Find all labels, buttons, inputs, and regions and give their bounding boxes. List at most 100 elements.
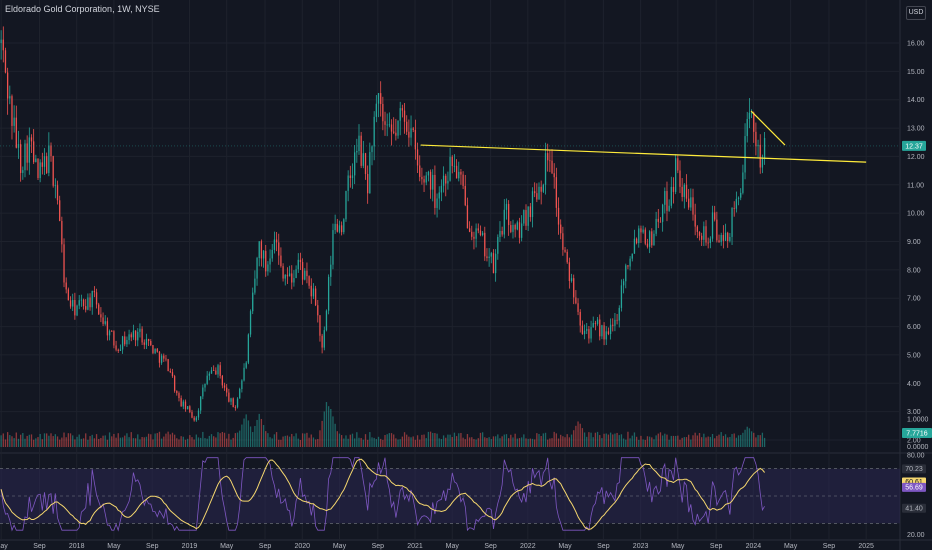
volume-bar xyxy=(466,434,469,447)
volume-bar xyxy=(575,425,577,447)
rsi-top-badge xyxy=(902,464,926,474)
candle-body xyxy=(505,203,508,210)
candle-body xyxy=(69,300,72,307)
x-tick-label: Sep xyxy=(597,543,610,550)
candle-body xyxy=(564,249,566,252)
volume-bar xyxy=(63,432,65,447)
volume-bar xyxy=(249,426,252,447)
rsi-low-label: 41.40 xyxy=(905,505,923,512)
volume-bar xyxy=(661,435,664,447)
x-tick-label: 2018 xyxy=(69,543,85,550)
candle-body xyxy=(158,351,161,363)
rsi-pane[interactable] xyxy=(0,457,900,532)
x-tick-label: May xyxy=(446,543,460,550)
volume-bar xyxy=(308,437,310,447)
volume-bar xyxy=(260,418,263,447)
volume-bar xyxy=(384,435,386,447)
candle-body xyxy=(254,278,256,293)
volume-bar xyxy=(169,434,171,447)
candle-body xyxy=(321,335,323,348)
volume-bar xyxy=(605,433,607,447)
volume-bar xyxy=(640,435,642,447)
candle-body xyxy=(744,136,746,173)
volume-bar xyxy=(104,435,106,447)
volume-bar xyxy=(566,434,568,447)
volume-bar xyxy=(473,439,475,447)
candle-body xyxy=(35,158,37,163)
volume-bar xyxy=(26,435,28,447)
volume-bar xyxy=(325,402,328,447)
candle-body xyxy=(43,156,46,167)
volume-bar xyxy=(24,438,26,447)
candle-body xyxy=(516,222,518,230)
volume-bar xyxy=(375,439,377,447)
volume-bar xyxy=(633,432,636,447)
candle-body xyxy=(685,184,688,199)
volume-bar xyxy=(668,439,670,447)
candle-body xyxy=(462,174,464,186)
candle-body xyxy=(39,162,41,179)
volume-bar xyxy=(672,435,675,447)
volume-bar xyxy=(603,433,605,447)
volume-bar xyxy=(421,434,423,447)
candle-body xyxy=(638,228,640,244)
price-pane[interactable] xyxy=(0,26,900,422)
trendlines[interactable] xyxy=(420,110,867,163)
candle-body xyxy=(403,110,406,122)
volume-bar xyxy=(594,432,597,447)
volume-bar xyxy=(759,435,761,447)
volume-bar xyxy=(19,434,22,447)
candle-body xyxy=(547,153,549,161)
candle-body xyxy=(345,190,347,220)
volume-bar xyxy=(429,431,432,447)
volume-bar xyxy=(323,411,325,447)
candle-body xyxy=(382,103,384,122)
volume-bar xyxy=(497,434,499,447)
volume-bar xyxy=(143,437,145,447)
candle-body xyxy=(549,160,551,162)
volume-bar xyxy=(167,431,169,447)
volume-bar xyxy=(254,426,256,447)
candle-body xyxy=(275,239,278,243)
volume-bar xyxy=(705,437,707,447)
currency-button[interactable]: USD xyxy=(906,6,926,20)
candle-body xyxy=(566,251,568,263)
volume-last-badge xyxy=(902,428,932,438)
volume-bar xyxy=(490,439,492,447)
candle-body xyxy=(440,185,443,193)
volume-bar xyxy=(46,433,48,447)
symbol-legend[interactable]: Eldorado Gold Corporation, 1W, NYSE xyxy=(5,4,160,14)
candle-body xyxy=(761,158,764,168)
candle-body xyxy=(145,338,148,345)
x-tick-label: 2023 xyxy=(633,543,649,550)
volume-bar xyxy=(223,432,226,447)
candle-body xyxy=(755,131,757,147)
candle-body xyxy=(278,242,280,256)
x-tick-label: May xyxy=(558,543,572,550)
volume-bar xyxy=(69,433,72,447)
candle-body xyxy=(206,375,208,384)
candle-body xyxy=(260,241,263,259)
volume-bar xyxy=(531,438,534,447)
rsi-ma-line xyxy=(0,458,765,530)
candle-body xyxy=(518,222,521,238)
x-tick-label: Sep xyxy=(484,543,497,550)
candle-body xyxy=(586,329,588,331)
candle-body xyxy=(475,228,477,239)
candle-body xyxy=(343,219,345,233)
candle-body xyxy=(9,96,11,99)
volume-bar xyxy=(347,438,349,447)
volume-bar xyxy=(735,437,738,447)
volume-bar xyxy=(724,434,727,447)
candle-body xyxy=(41,162,43,167)
candle-body xyxy=(323,330,325,348)
volume-bar xyxy=(475,439,477,447)
volume-bar xyxy=(449,434,451,447)
volume-bar xyxy=(534,439,536,447)
candle-body xyxy=(616,319,618,321)
volume-bar xyxy=(265,431,267,447)
volume-bar xyxy=(195,434,197,447)
volume-bar xyxy=(625,439,627,447)
candle-body xyxy=(416,149,419,166)
